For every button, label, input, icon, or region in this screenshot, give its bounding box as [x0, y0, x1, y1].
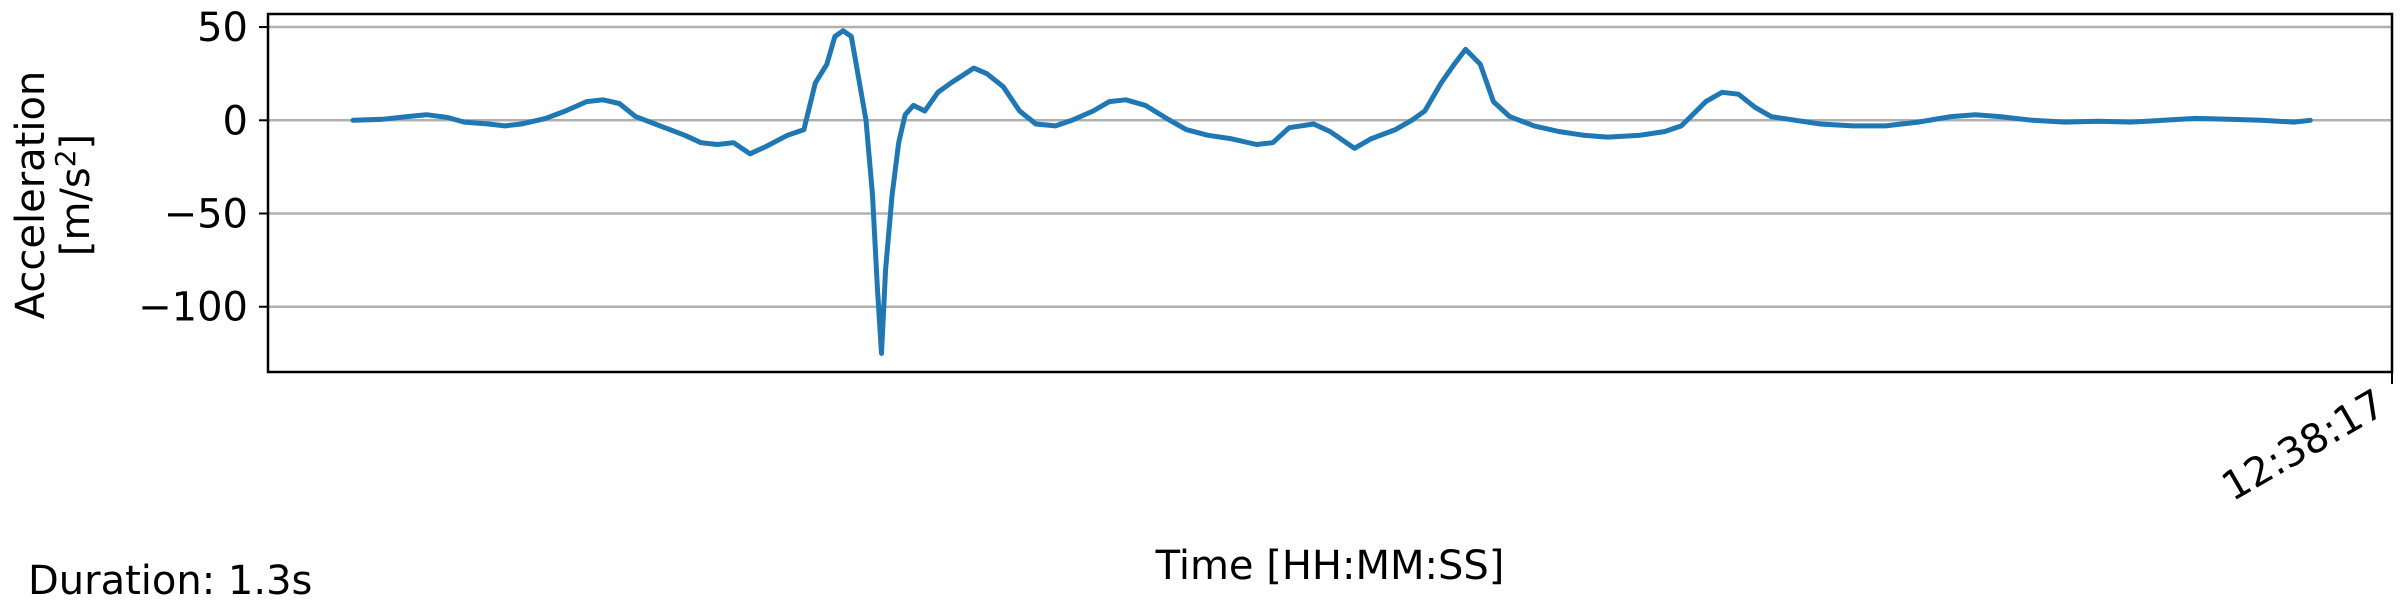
y-axis-label-line2: [m/s2] — [49, 134, 99, 256]
x-axis-ticks: 12:38:17 — [2214, 372, 2393, 510]
series-layer — [350, 28, 2313, 356]
grid-lines — [268, 25, 2392, 308]
duration-footer: Duration: 1.3s — [28, 558, 312, 600]
y-tick-label: −100 — [138, 285, 248, 331]
x-tick-label: 12:38:17 — [2214, 381, 2393, 511]
y-axis-label-line1: Acceleration — [8, 71, 54, 320]
plot-frame — [266, 12, 2394, 374]
y-axis-unit-prefix: [m/s — [53, 167, 99, 256]
acceleration-series-line — [350, 28, 2313, 356]
y-tick-label: −50 — [164, 192, 248, 238]
x-axis-label: Time [HH:MM:SS] — [1155, 543, 1505, 589]
y-tick-label: 0 — [223, 98, 248, 144]
y-axis-unit-exponent: 2 — [49, 149, 82, 167]
y-axis-ticks: 50 0 −50 −100 — [138, 5, 268, 331]
y-tick-label: 50 — [197, 5, 248, 51]
y-axis-unit-suffix: ] — [53, 134, 99, 150]
